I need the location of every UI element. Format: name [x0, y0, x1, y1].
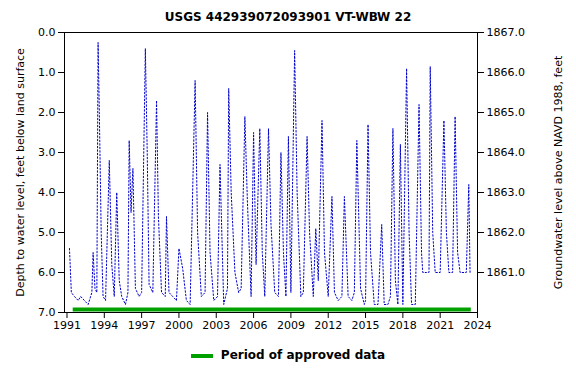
svg-text:1863.0: 1863.0: [487, 186, 526, 199]
svg-text:6.0: 6.0: [38, 266, 56, 279]
svg-text:Groundwater level above NAVD 1: Groundwater level above NAVD 1988, feet: [552, 55, 565, 289]
svg-text:2000: 2000: [165, 319, 193, 332]
svg-text:1861.0: 1861.0: [487, 266, 526, 279]
svg-text:2009: 2009: [277, 319, 305, 332]
svg-text:0.0: 0.0: [38, 26, 56, 39]
svg-text:2018: 2018: [389, 319, 417, 332]
svg-text:1997: 1997: [128, 319, 156, 332]
html-text:Period of approved data: Period of approved data: [220, 348, 386, 362]
svg-text:4.0: 4.0: [38, 186, 56, 199]
svg-text:1864.0: 1864.0: [487, 146, 526, 159]
svg-text:2024: 2024: [464, 319, 492, 332]
svg-text:2015: 2015: [352, 319, 380, 332]
svg-text:1994: 1994: [90, 319, 118, 332]
svg-text:1865.0: 1865.0: [487, 106, 526, 119]
svg-text:1.0: 1.0: [38, 66, 56, 79]
svg-text:2021: 2021: [426, 319, 454, 332]
svg-text:1867.0: 1867.0: [487, 26, 526, 39]
svg-text:1866.0: 1866.0: [487, 66, 526, 79]
svg-text:2012: 2012: [314, 319, 342, 332]
svg-text:1991: 1991: [53, 319, 81, 332]
svg-text:3.0: 3.0: [38, 146, 56, 159]
svg-text:2006: 2006: [240, 319, 268, 332]
svg-text:2003: 2003: [202, 319, 230, 332]
html-text:USGS 442939072093901 VT-WBW 22: USGS 442939072093901 VT-WBW 22: [164, 10, 412, 24]
svg-text:5.0: 5.0: [38, 226, 56, 239]
svg-text:2.0: 2.0: [38, 106, 56, 119]
svg-text:Depth to water level, feet bel: Depth to water level, feet below land su…: [14, 48, 27, 297]
svg-text:7.0: 7.0: [38, 306, 56, 319]
svg-text:1862.0: 1862.0: [487, 226, 526, 239]
